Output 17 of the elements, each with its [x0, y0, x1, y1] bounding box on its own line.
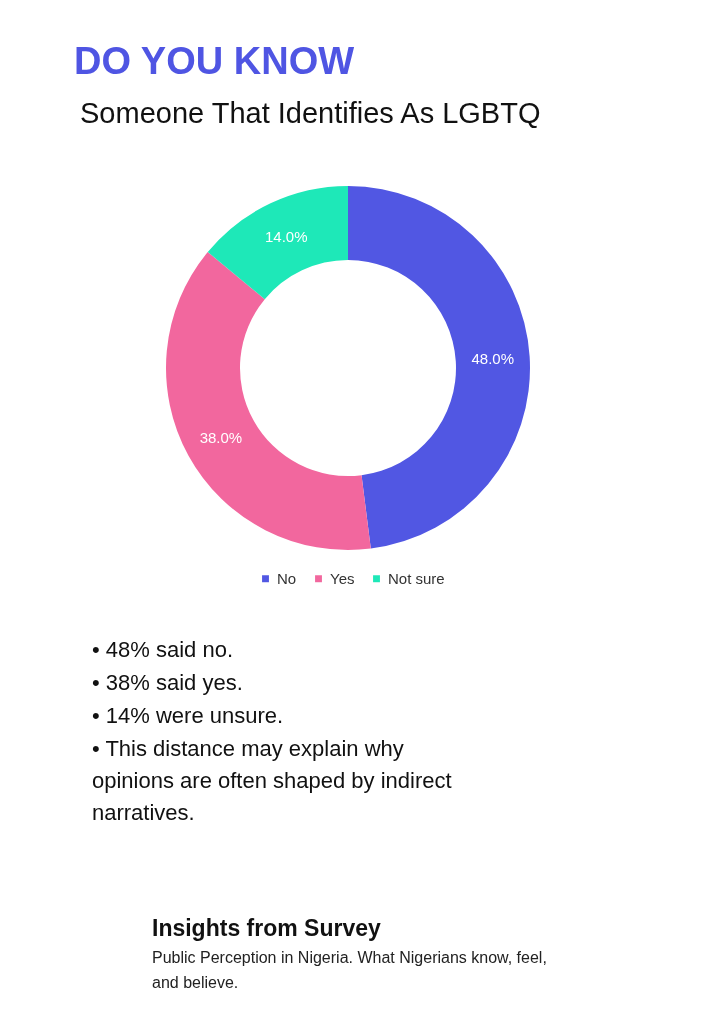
text: Insights from Survey [152, 915, 381, 941]
legend-label: No [277, 569, 297, 587]
donut-slice [348, 186, 530, 549]
data-label: 48.0% [471, 349, 514, 367]
text: • 38% said yes. [92, 670, 243, 695]
text: • This distance may explain why opinions are often shaped by indirect narratives. [92, 736, 452, 825]
chart-title: DO YOU KNOW [74, 40, 355, 82]
data-label: 14.0% [264, 227, 308, 245]
text: Public Perception in Nigeria. What Nigerians know, feel, and believe. [152, 949, 547, 991]
legend-label: Yes [330, 569, 355, 587]
data-label: 38.0% [199, 428, 243, 446]
legend-label: Not sure [388, 569, 445, 587]
chart-subtitle: Someone That Identifies As LGBTQ [80, 97, 541, 129]
donut-slice [166, 251, 371, 550]
text: • 14% were unsure. [92, 703, 284, 728]
donut-slice [207, 186, 348, 300]
text: • 48% said no. [92, 637, 234, 662]
